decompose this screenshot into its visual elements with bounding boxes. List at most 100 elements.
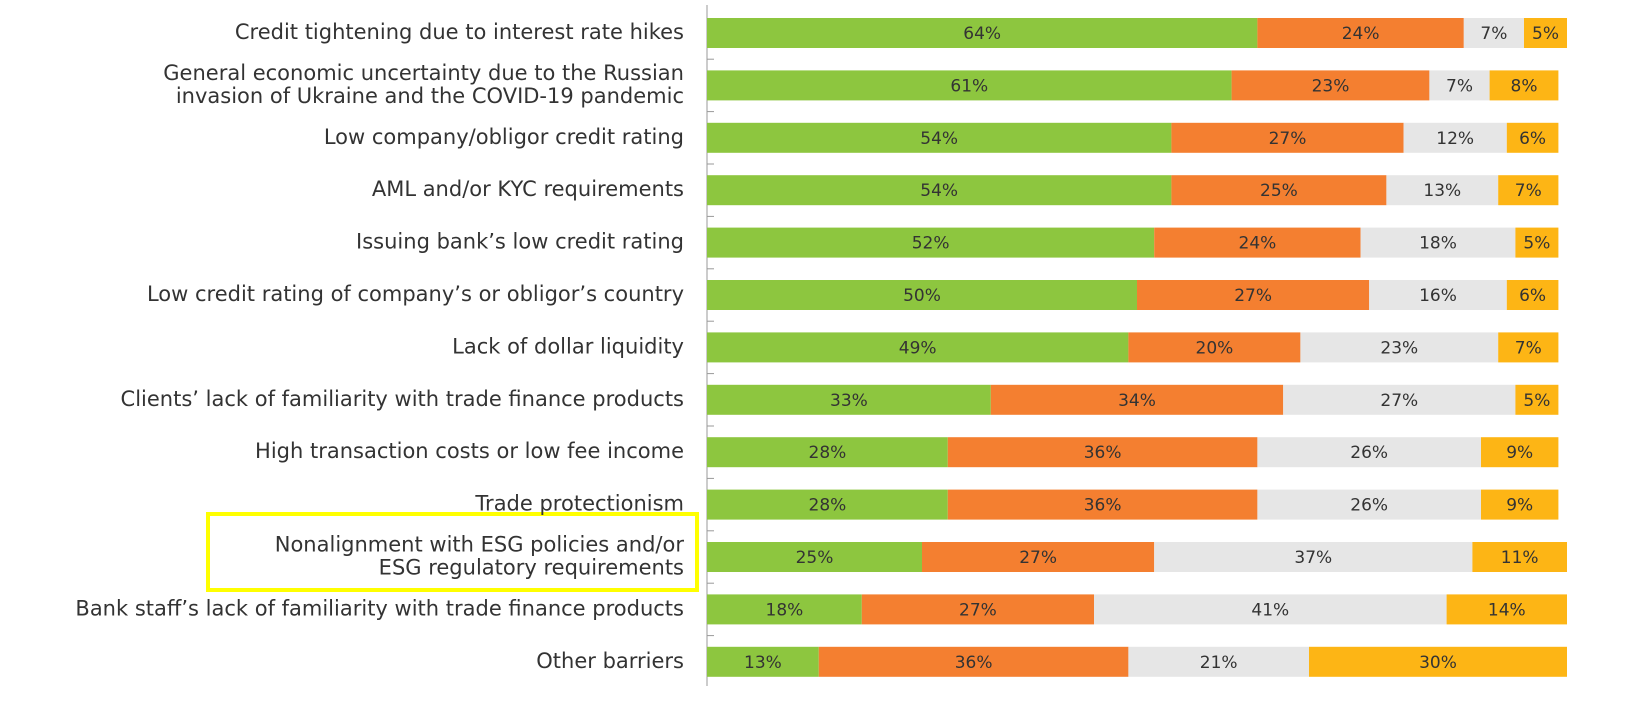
data-label: 21% [1200,653,1238,673]
data-label: 54% [920,129,958,149]
bar-segment [707,122,1172,153]
bar-segment [707,646,819,677]
data-label: 28% [809,496,847,516]
bar-segment [1498,332,1559,363]
bar-segment [990,384,1284,415]
category-label: Other barriers [536,649,684,673]
data-label: 64% [963,24,1001,44]
bar-segment [707,332,1129,363]
data-label: 30% [1419,653,1457,673]
category-label: Lack of dollar liquidity [452,334,684,358]
bar-segment [1154,227,1361,258]
bar-segment [1463,18,1524,48]
data-label: 6% [1519,129,1546,149]
category-label: Clients’ lack of familiarity with trade … [121,387,684,411]
bar-segment [1386,175,1499,206]
data-label: 33% [830,391,868,411]
bar-segment [818,646,1129,677]
bar-segment [1429,70,1490,101]
data-label: 12% [1436,129,1474,149]
data-label: 52% [912,234,950,254]
bar-segment [1369,280,1507,310]
data-label: 24% [1239,234,1277,254]
data-label: 7% [1446,76,1473,96]
bar-segment [947,489,1258,520]
bar-segment [707,227,1155,258]
bar-segment [707,18,1258,48]
bar-segment [1300,332,1499,363]
bar-segment [1506,122,1559,153]
data-label: 61% [950,76,988,96]
bar-segment [861,594,1094,625]
bar-segment [1481,489,1559,520]
data-label: 7% [1515,338,1542,358]
data-label: 20% [1196,338,1234,358]
data-label: 27% [1269,129,1307,149]
bar-segment [1515,227,1559,258]
data-label: 37% [1294,548,1332,568]
bar-segment [947,437,1258,468]
bar-segment [707,280,1137,310]
data-label: 36% [955,653,993,673]
bar-segment [1137,280,1370,310]
data-label: 27% [1380,391,1418,411]
data-label: 13% [1423,181,1461,201]
data-label: 34% [1118,391,1156,411]
category-label: Nonalignment with ESG policies and/or [275,533,685,557]
bar-segment [1128,646,1309,677]
bar-segment [1498,175,1559,206]
bar-segment [1231,70,1430,101]
bar-segment [1481,437,1559,468]
bar-segment [707,175,1172,206]
data-label: 28% [809,443,847,463]
bar-segment [1171,122,1404,153]
data-label: 50% [903,286,941,306]
bar-segment [1171,175,1387,206]
data-label: 26% [1350,443,1388,463]
highlight-box [206,512,699,592]
bar-segment [1154,542,1473,572]
data-label: 9% [1506,443,1533,463]
category-label: High transaction costs or low fee income [255,439,684,463]
data-label: 41% [1251,600,1289,620]
data-label: 23% [1380,338,1418,358]
bar-segment [707,594,862,625]
bar-segment [707,437,948,468]
category-label: Issuing bank’s low credit rating [356,230,684,254]
data-label: 16% [1419,286,1457,306]
bar-segment [1309,646,1567,677]
bar-segment [707,542,922,572]
data-label: 49% [899,338,937,358]
data-label: 7% [1515,181,1542,201]
data-label: 14% [1488,600,1526,620]
data-label: 26% [1350,496,1388,516]
data-label: 5% [1523,391,1550,411]
bar-segment [707,70,1232,101]
bar-segment [1489,70,1559,101]
bar-segment [1094,594,1447,625]
data-label: 9% [1506,496,1533,516]
bar-segment [1506,280,1559,310]
bar-segment [1524,18,1567,48]
category-label: Low credit rating of company’s or obligo… [147,282,684,306]
bar-segment [1403,122,1507,153]
category-label: General economic uncertainty due to the … [163,61,684,85]
data-label: 25% [796,548,834,568]
data-label: 23% [1312,76,1350,96]
bar-segment [1472,542,1567,572]
category-label: AML and/or KYC requirements [372,177,684,201]
data-label: 36% [1084,443,1122,463]
bar-segment [707,489,948,520]
data-label: 5% [1523,234,1550,254]
data-label: 27% [1019,548,1057,568]
data-label: 13% [744,653,782,673]
bar-segment [1257,437,1481,468]
data-label: 8% [1511,76,1538,96]
data-label: 27% [959,600,997,620]
category-label: Credit tightening due to interest rate h… [235,20,684,44]
bar-segment [1515,384,1559,415]
data-label: 6% [1519,286,1546,306]
category-label: invasion of Ukraine and the COVID-19 pan… [176,84,684,108]
